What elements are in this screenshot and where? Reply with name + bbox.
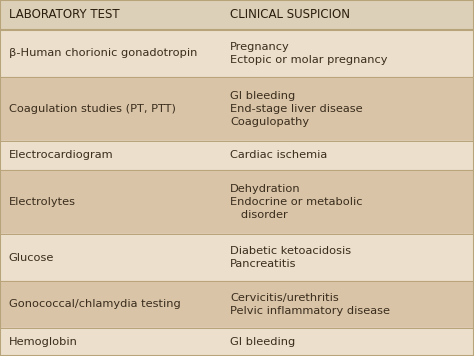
Bar [0, 328, 474, 356]
Text: GI bleeding: GI bleeding [230, 337, 295, 347]
Text: Cardiac ischemia: Cardiac ischemia [230, 151, 327, 161]
Bar [0, 77, 474, 141]
Text: Cervicitis/urethritis
Pelvic inflammatory disease: Cervicitis/urethritis Pelvic inflammator… [230, 293, 390, 316]
Bar [0, 281, 474, 328]
Text: Electrocardiogram: Electrocardiogram [9, 151, 113, 161]
Text: Diabetic ketoacidosis
Pancreatitis: Diabetic ketoacidosis Pancreatitis [230, 246, 351, 269]
Text: Gonococcal/chlamydia testing: Gonococcal/chlamydia testing [9, 299, 180, 309]
Text: Glucose: Glucose [9, 253, 54, 263]
Bar [0, 0, 474, 30]
Text: CLINICAL SUSPICION: CLINICAL SUSPICION [230, 9, 350, 21]
Bar [0, 30, 474, 77]
Bar [0, 141, 474, 170]
Text: LABORATORY TEST: LABORATORY TEST [9, 9, 119, 21]
Bar [0, 234, 474, 281]
Bar [0, 170, 474, 234]
Text: Electrolytes: Electrolytes [9, 197, 75, 207]
Text: Coagulation studies (PT, PTT): Coagulation studies (PT, PTT) [9, 104, 175, 114]
Text: GI bleeding
End-stage liver disease
Coagulopathy: GI bleeding End-stage liver disease Coag… [230, 91, 363, 127]
Text: Pregnancy
Ectopic or molar pregnancy: Pregnancy Ectopic or molar pregnancy [230, 42, 387, 65]
Text: β-Human chorionic gonadotropin: β-Human chorionic gonadotropin [9, 48, 197, 58]
Text: Dehydration
Endocrine or metabolic
   disorder: Dehydration Endocrine or metabolic disor… [230, 184, 363, 220]
Text: Hemoglobin: Hemoglobin [9, 337, 77, 347]
